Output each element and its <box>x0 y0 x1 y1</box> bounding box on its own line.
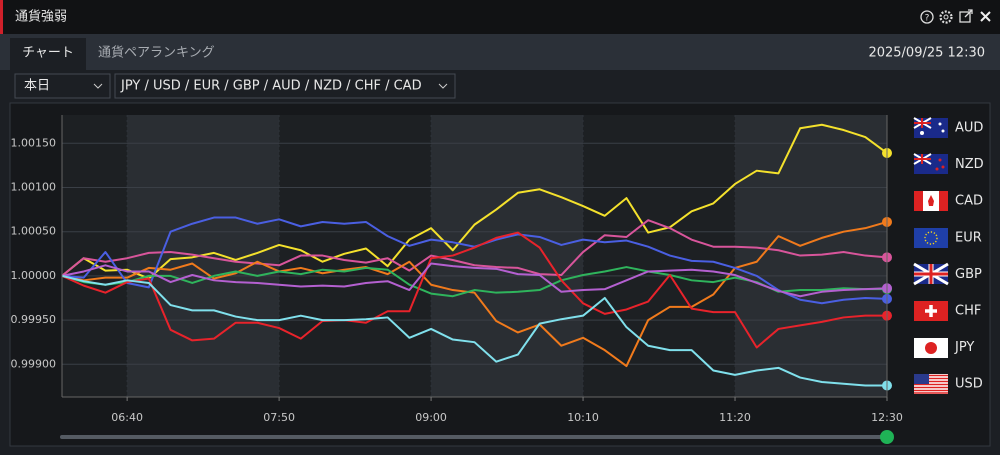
flag-aud <box>913 117 948 138</box>
time-slider-knob[interactable] <box>880 430 894 444</box>
x-tick-label: 11:20 <box>719 411 751 424</box>
legend-label: CHF <box>955 304 981 319</box>
active-tab[interactable] <box>10 38 86 70</box>
y-tick-label: 1.00150 <box>11 136 57 149</box>
help-icon[interactable]: ? <box>920 10 934 24</box>
currency-select[interactable] <box>114 73 456 99</box>
timestamp: 2025/09/25 12:30 <box>868 46 985 61</box>
series-line <box>61 274 887 387</box>
session-band <box>431 115 584 397</box>
chevron <box>93 83 103 89</box>
widget-title: 通貨強弱 <box>15 9 67 25</box>
period-value[interactable]: 本日 <box>24 79 50 94</box>
period-select[interactable] <box>14 73 111 99</box>
legend-label: USD <box>955 377 983 392</box>
flag-chf <box>914 301 948 321</box>
legend-label: AUD <box>955 121 983 136</box>
legend-label: GBP <box>955 267 982 282</box>
chevron <box>438 83 448 89</box>
tab-bar <box>0 34 1000 70</box>
flag-nzd <box>913 153 948 174</box>
close-button[interactable] <box>980 11 991 22</box>
y-tick-label: 1.00050 <box>11 225 57 238</box>
flag-usd <box>914 374 948 394</box>
x-tick-label: 10:10 <box>567 411 599 424</box>
accent <box>0 0 3 34</box>
series-line <box>61 231 887 349</box>
series-line <box>61 262 888 298</box>
svg-text:?: ? <box>925 14 930 24</box>
legend-label: CAD <box>955 194 983 209</box>
flag-cad <box>914 191 948 211</box>
title-bar <box>0 0 1000 34</box>
y-tick-label: 0.99900 <box>11 357 57 370</box>
y-tick-label: 1.00100 <box>11 180 57 193</box>
legend-label: EUR <box>955 230 982 245</box>
currency-value[interactable]: JPY / USD / EUR / GBP / AUD / NZD / CHF … <box>120 79 422 94</box>
legend-label: JPY <box>954 340 974 355</box>
y-tick-label: 1.00000 <box>11 269 57 282</box>
flag-eur <box>914 228 948 248</box>
settings-icon[interactable] <box>939 10 953 24</box>
flag-jpy <box>914 338 948 358</box>
x-tick-label: 07:50 <box>263 411 295 424</box>
x-tick-label: 12:30 <box>871 411 903 424</box>
series-line <box>61 219 888 277</box>
x-tick-label: 06:40 <box>111 411 143 424</box>
series-line <box>61 221 888 368</box>
flag-gbp <box>913 262 949 286</box>
legend-label: NZD <box>955 157 984 172</box>
popout-icon[interactable] <box>959 9 973 23</box>
y-tick-label: 0.99950 <box>11 313 57 326</box>
tab-label[interactable]: チャート <box>22 46 74 61</box>
tab-label[interactable]: 通貨ペアランキング <box>98 45 215 61</box>
x-tick-label: 09:00 <box>415 411 447 424</box>
